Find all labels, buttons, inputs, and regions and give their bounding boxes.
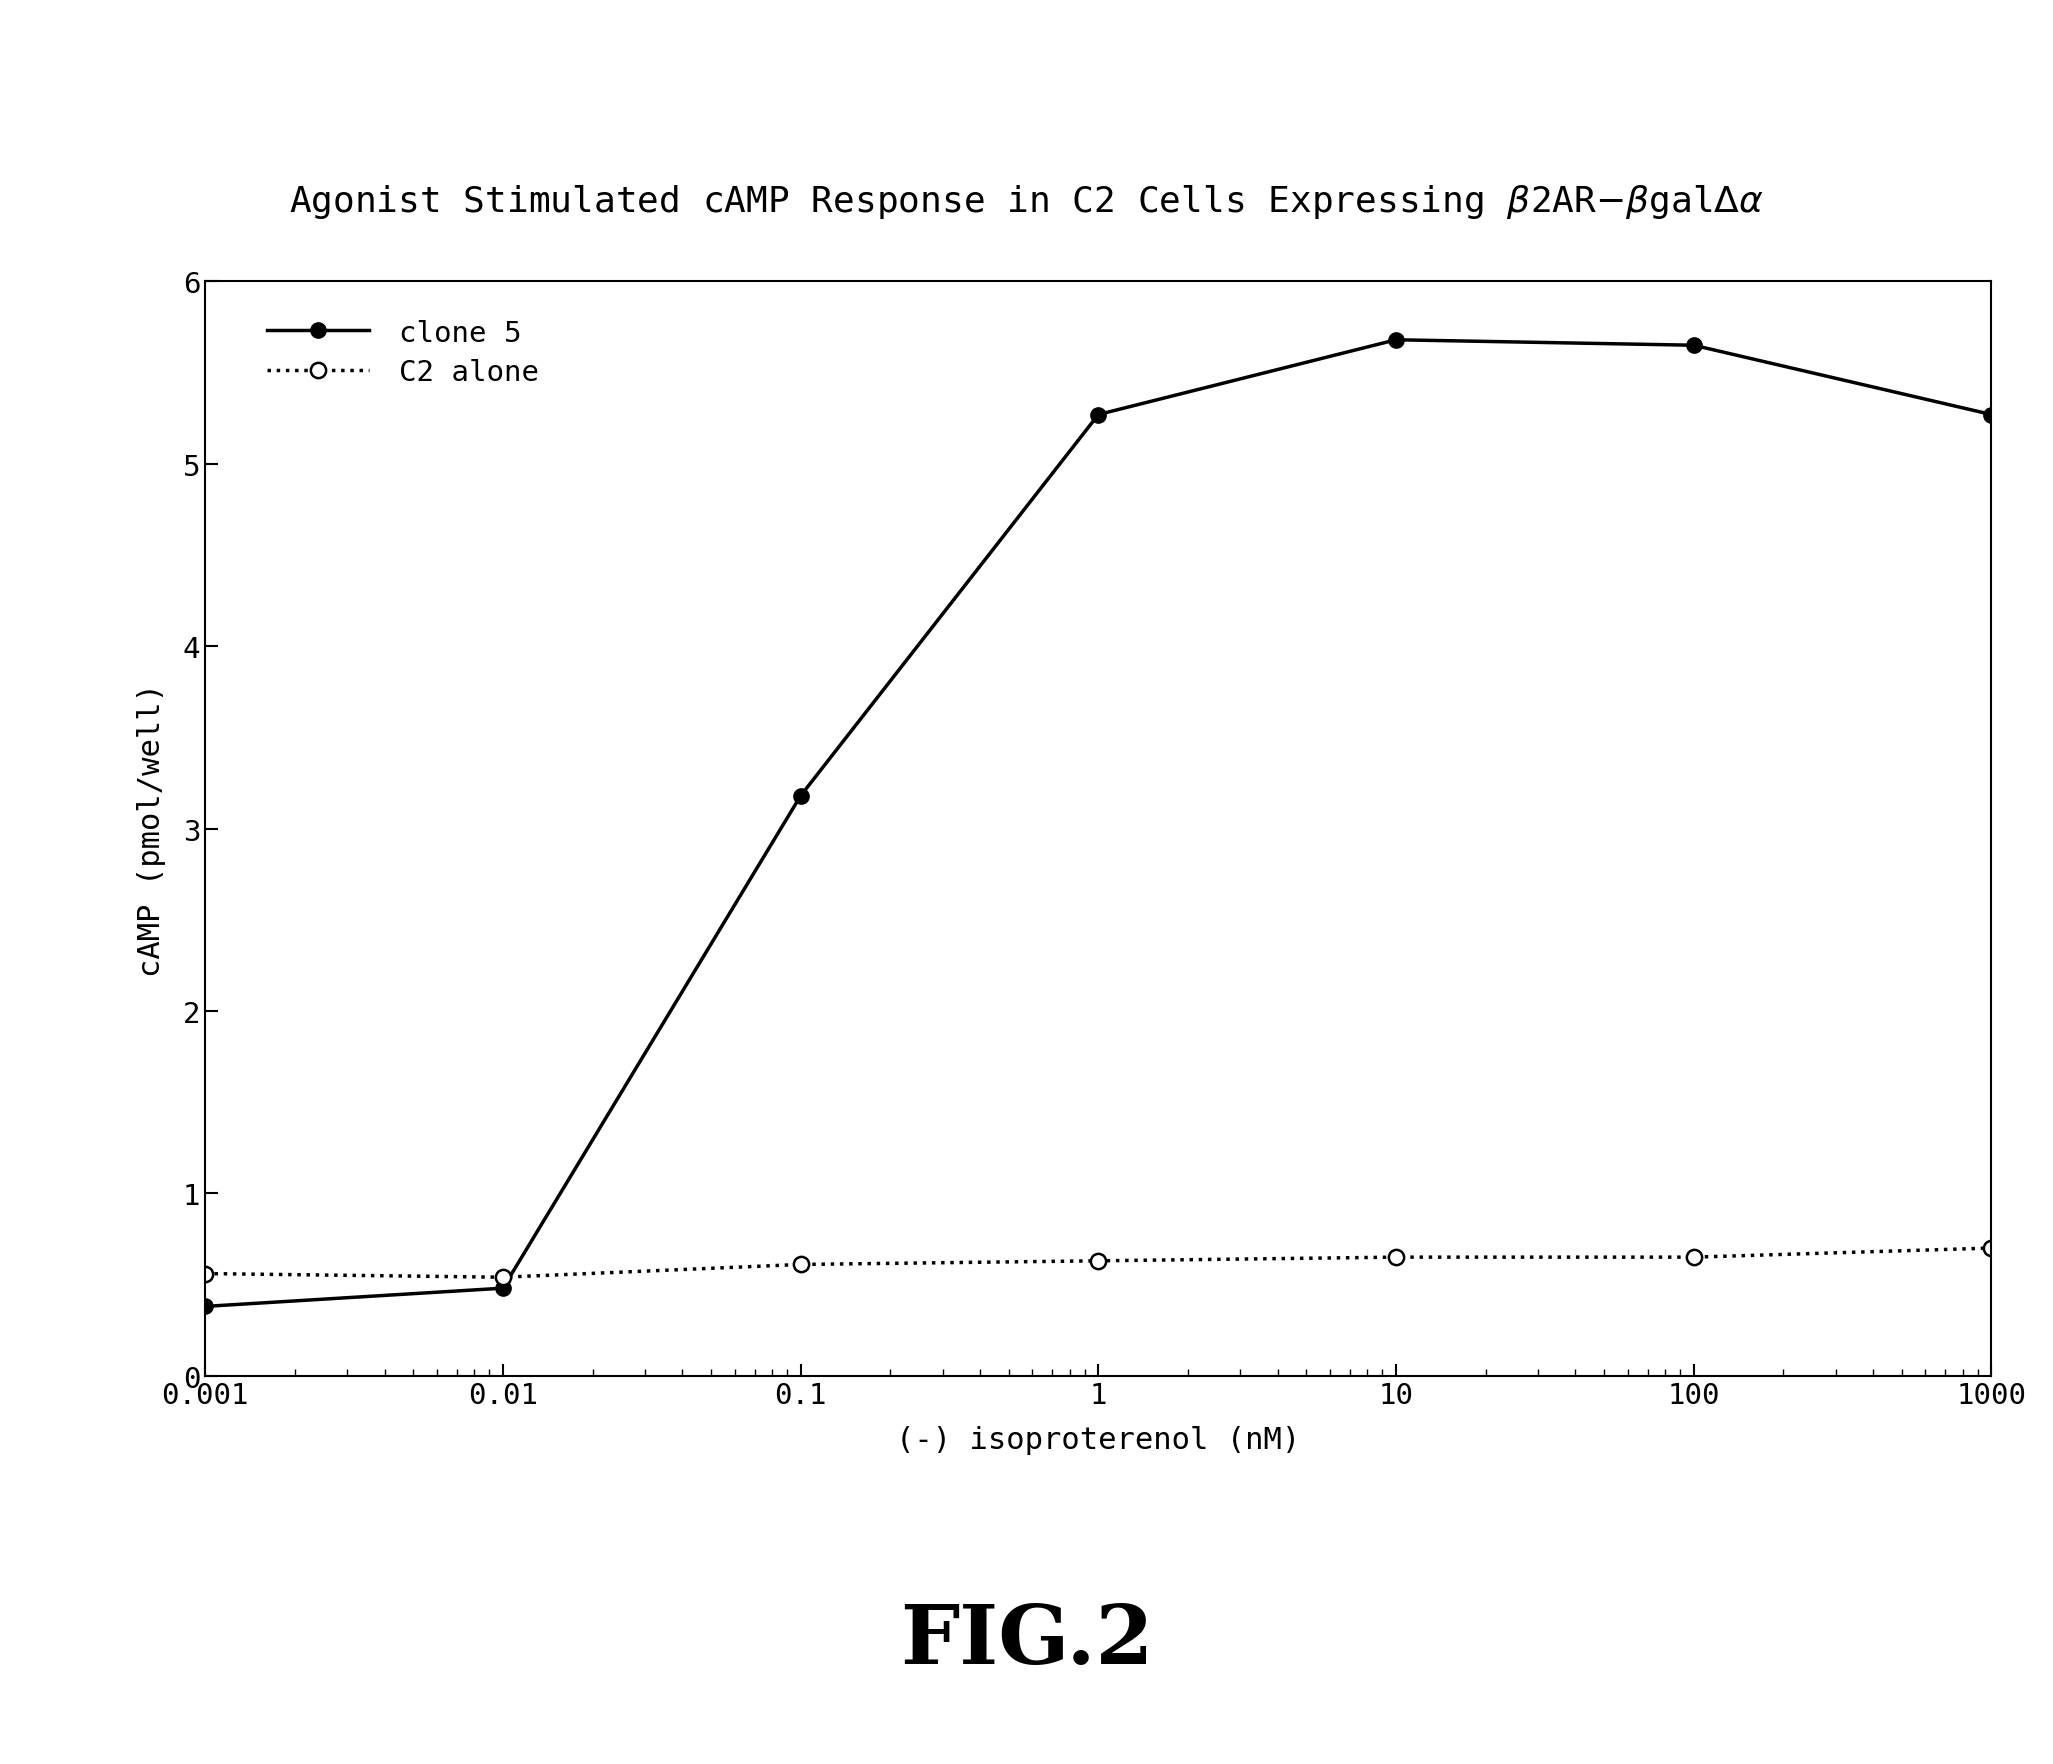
Text: Agonist Stimulated cAMP Response in C2 Cells Expressing $\beta$2AR$-\beta$gal$\D: Agonist Stimulated cAMP Response in C2 C… [289, 182, 1764, 220]
C2 alone [1681, 1247, 1706, 1268]
Legend: clone 5, C2 alone: clone 5, C2 alone [257, 307, 550, 399]
Line: C2 alone: C2 alone [197, 1240, 2000, 1286]
C2 alone [788, 1254, 813, 1275]
C2 alone [1979, 1238, 2004, 1259]
X-axis label: (-) isoproterenol (nM): (-) isoproterenol (nM) [897, 1425, 1300, 1454]
C2 alone [1086, 1251, 1111, 1272]
clone 5 [1384, 330, 1408, 351]
clone 5 [1979, 404, 2004, 425]
C2 alone [193, 1263, 218, 1284]
Line: clone 5: clone 5 [197, 333, 2000, 1314]
C2 alone [491, 1267, 515, 1288]
C2 alone [1384, 1247, 1408, 1268]
Y-axis label: cAMP (pmol/well): cAMP (pmol/well) [138, 683, 166, 975]
clone 5 [788, 785, 813, 806]
Text: FIG.2: FIG.2 [899, 1600, 1154, 1681]
clone 5 [1681, 335, 1706, 356]
clone 5 [491, 1277, 515, 1298]
clone 5 [193, 1297, 218, 1318]
clone 5 [1086, 404, 1111, 425]
